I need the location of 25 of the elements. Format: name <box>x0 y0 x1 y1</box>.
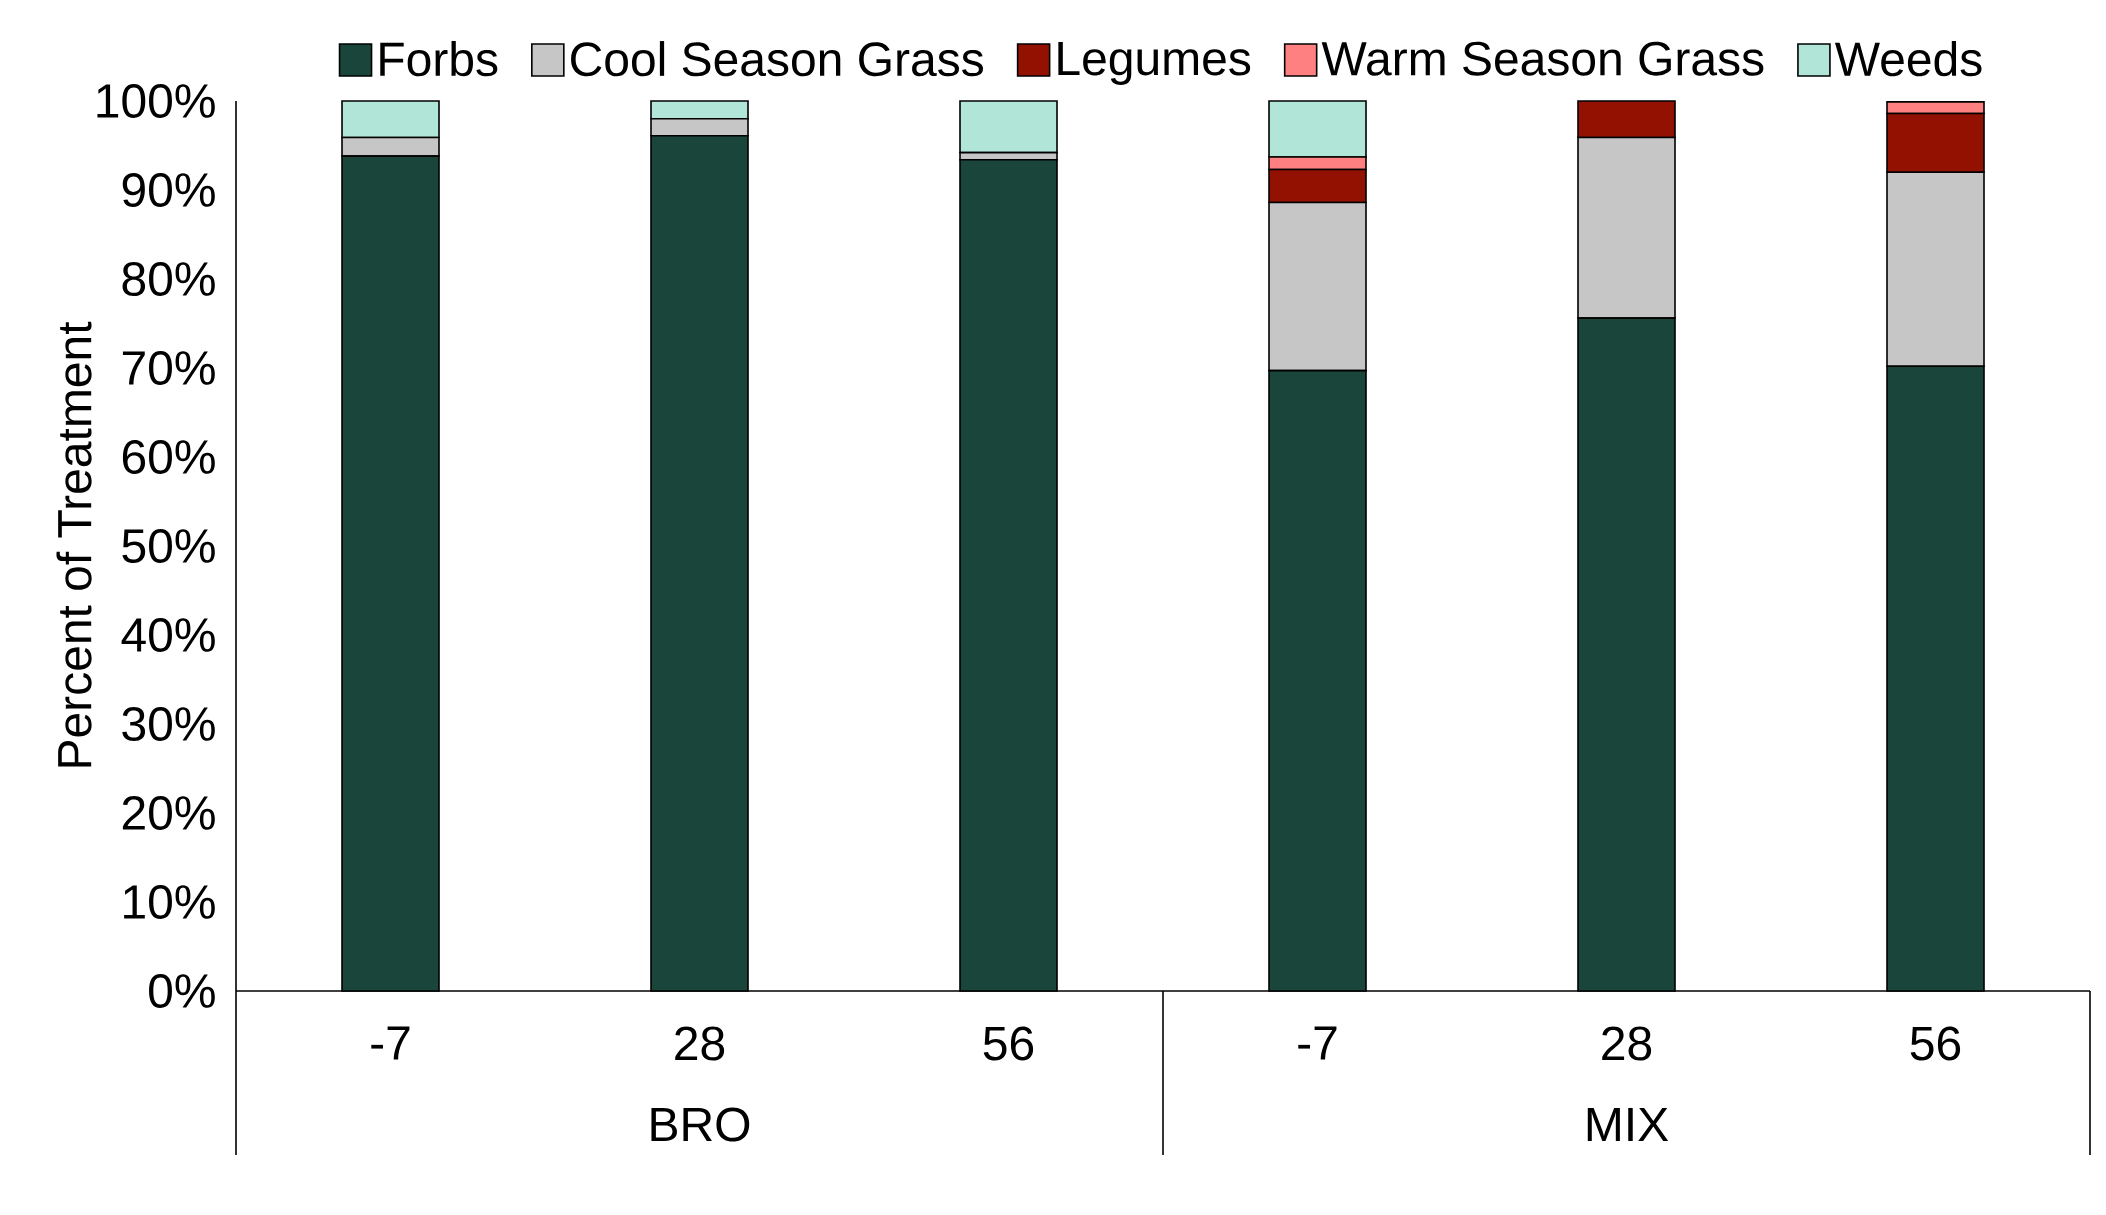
x-tick-label: 56 <box>1910 1026 1961 1061</box>
text: BRO <box>651 1107 750 1142</box>
y-tick-label: 20% <box>122 796 215 830</box>
text: MIX <box>1587 1107 1669 1141</box>
y-tick-label: 30% <box>122 707 215 741</box>
y-axis-title: Percent of Treatment <box>56 321 92 767</box>
y-tick-label: 100% <box>97 84 215 118</box>
x-tick-label: -7 <box>1298 1026 1337 1060</box>
y-tick-label: 0% <box>149 974 215 1008</box>
y-tick-label: 70% <box>122 351 215 385</box>
legend-label: Weeds <box>1834 41 1982 77</box>
y-tick-label: 90% <box>122 173 215 207</box>
x-tick-label: 56 <box>983 1026 1034 1061</box>
legend-label: Warm Season Grass <box>1321 41 1764 76</box>
x-tick-label: 28 <box>675 1026 725 1061</box>
y-tick-label: 40% <box>121 618 215 652</box>
legend-label: Cool Season Grass <box>571 41 983 77</box>
x-tick-label: 28 <box>1602 1026 1652 1061</box>
x-tick-label: -7 <box>371 1026 410 1060</box>
legend-label: Forbs <box>380 41 498 77</box>
legend-label: Legumes <box>1058 41 1251 85</box>
y-tick-label: 50% <box>122 529 215 563</box>
y-tick-label: 80% <box>122 262 215 296</box>
y-tick-label: 10% <box>124 885 215 919</box>
y-tick-label: 60% <box>122 440 215 474</box>
